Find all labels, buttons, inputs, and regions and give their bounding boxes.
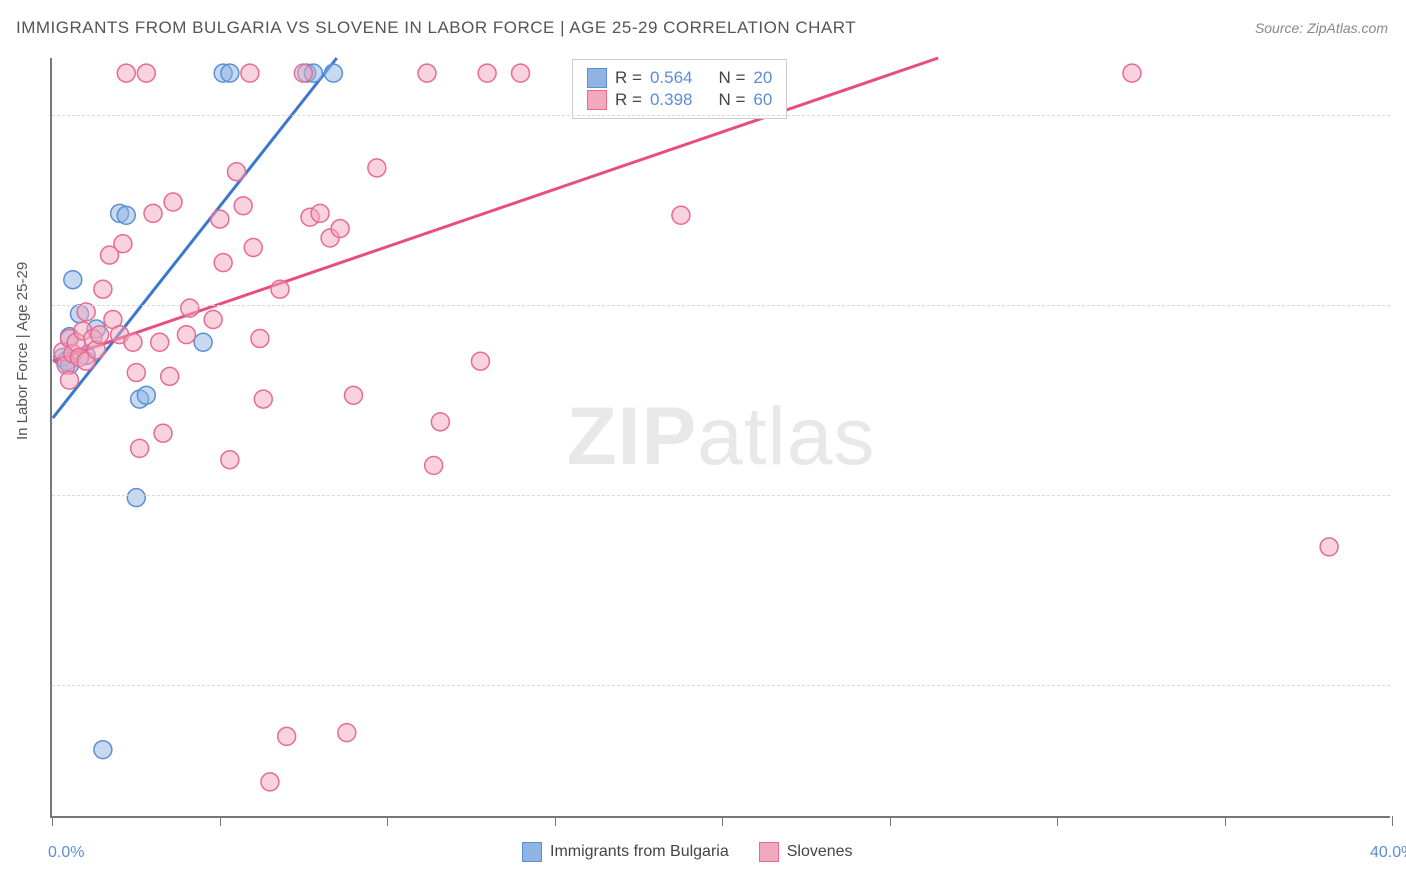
legend-swatch	[587, 90, 607, 110]
series-legend: Immigrants from Bulgaria Slovenes	[522, 842, 853, 862]
chart-title: IMMIGRANTS FROM BULGARIA VS SLOVENE IN L…	[16, 18, 856, 38]
data-point	[254, 390, 272, 408]
n-label: N =	[718, 90, 745, 110]
data-point	[60, 371, 78, 389]
data-point	[228, 163, 246, 181]
plot-area: ZIPatlas R =0.564N =20R =0.398N =60 Immi…	[50, 58, 1390, 818]
x-tick	[52, 816, 53, 826]
data-point	[512, 64, 530, 82]
n-value: 60	[753, 90, 772, 110]
data-point	[127, 364, 145, 382]
gridline	[52, 115, 1390, 116]
y-tick-label: 80.0%	[1400, 486, 1406, 504]
x-tick	[387, 816, 388, 826]
data-point	[94, 280, 112, 298]
r-value: 0.398	[650, 90, 693, 110]
data-point	[431, 413, 449, 431]
x-tick	[555, 816, 556, 826]
data-point	[194, 333, 212, 351]
x-tick	[1225, 816, 1226, 826]
data-point	[418, 64, 436, 82]
data-point	[177, 326, 195, 344]
data-point	[311, 204, 329, 222]
data-point	[94, 741, 112, 759]
data-point	[64, 271, 82, 289]
data-point	[151, 333, 169, 351]
legend-row: R = 0.564 N = 20	[587, 68, 772, 88]
data-point	[1320, 538, 1338, 556]
gridline	[52, 495, 1390, 496]
data-point	[181, 299, 199, 317]
gridline	[52, 685, 1390, 686]
x-tick	[220, 816, 221, 826]
data-point	[204, 311, 222, 329]
data-point	[278, 727, 296, 745]
data-point	[164, 193, 182, 211]
data-point	[672, 206, 690, 224]
data-point	[211, 210, 229, 228]
n-value: 20	[753, 68, 772, 88]
data-point	[114, 235, 132, 253]
data-point	[154, 424, 172, 442]
x-tick-label: 0.0%	[48, 844, 84, 862]
x-tick	[1392, 816, 1393, 826]
y-tick-label: 100.0%	[1400, 106, 1406, 124]
r-label: R =	[615, 68, 642, 88]
y-tick-label: 90.0%	[1400, 296, 1406, 314]
correlation-legend: R = 0.564 N = 20 R = 0.398 N = 60	[572, 59, 787, 119]
r-label: R =	[615, 90, 642, 110]
data-point	[161, 367, 179, 385]
data-point	[234, 197, 252, 215]
source-attribution: Source: ZipAtlas.com	[1255, 20, 1388, 36]
x-tick	[890, 816, 891, 826]
gridline	[52, 305, 1390, 306]
data-point	[124, 333, 142, 351]
n-label: N =	[718, 68, 745, 88]
data-point	[137, 64, 155, 82]
data-point	[117, 206, 135, 224]
data-point	[117, 64, 135, 82]
x-tick	[722, 816, 723, 826]
x-tick-label: 40.0%	[1370, 844, 1406, 862]
data-point	[344, 386, 362, 404]
data-point	[338, 724, 356, 742]
data-point	[214, 254, 232, 272]
data-point	[271, 280, 289, 298]
data-point	[1123, 64, 1141, 82]
data-point	[478, 64, 496, 82]
legend-swatch	[522, 842, 542, 862]
legend-swatch	[759, 842, 779, 862]
legend-row: R = 0.398 N = 60	[587, 90, 772, 110]
data-point	[251, 329, 269, 347]
data-point	[324, 64, 342, 82]
chart-svg	[52, 58, 1390, 816]
data-point	[221, 64, 239, 82]
legend-series-name: Immigrants from Bulgaria	[550, 843, 729, 861]
data-point	[127, 489, 145, 507]
data-point	[331, 220, 349, 238]
data-point	[221, 451, 239, 469]
data-point	[368, 159, 386, 177]
r-value: 0.564	[650, 68, 693, 88]
data-point	[137, 386, 155, 404]
y-tick-label: 70.0%	[1400, 676, 1406, 694]
legend-swatch	[587, 68, 607, 88]
data-point	[131, 439, 149, 457]
data-point	[471, 352, 489, 370]
legend-item: Slovenes	[759, 842, 853, 862]
data-point	[261, 773, 279, 791]
data-point	[144, 204, 162, 222]
data-point	[244, 239, 262, 257]
data-point	[425, 456, 443, 474]
y-axis-label: In Labor Force | Age 25-29	[14, 262, 31, 440]
x-tick	[1057, 816, 1058, 826]
data-point	[294, 64, 312, 82]
data-point	[91, 326, 109, 344]
data-point	[241, 64, 259, 82]
legend-item: Immigrants from Bulgaria	[522, 842, 729, 862]
legend-series-name: Slovenes	[787, 843, 853, 861]
